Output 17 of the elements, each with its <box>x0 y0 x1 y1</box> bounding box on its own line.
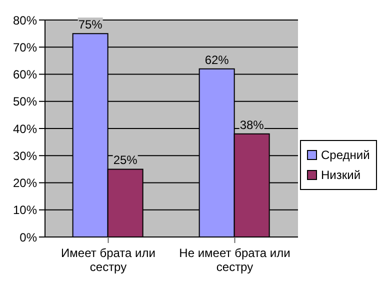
y-tick-label: 20% <box>12 176 38 190</box>
data-label: 62% <box>204 52 230 67</box>
legend-label: Низкий <box>321 167 361 184</box>
y-tick-label: 50% <box>12 94 38 109</box>
y-tick-label: 30% <box>12 148 38 163</box>
y-tick-label: 40% <box>12 122 38 136</box>
y-tick-label: 70% <box>12 40 38 54</box>
legend-label: Средний <box>321 147 370 164</box>
data-label: 25% <box>113 153 138 168</box>
y-tick-label: 60% <box>12 68 38 82</box>
y-tick-label: 10% <box>12 203 38 218</box>
x-tick-label: Не имеет брата или сестру <box>179 246 290 274</box>
x-tick-label: Имеет брата или сестру <box>61 246 156 274</box>
data-label: 38% <box>240 118 264 132</box>
y-tick-label: 0% <box>20 230 38 244</box>
y-tick-label: 80% <box>12 13 38 28</box>
data-label: 75% <box>78 18 103 32</box>
